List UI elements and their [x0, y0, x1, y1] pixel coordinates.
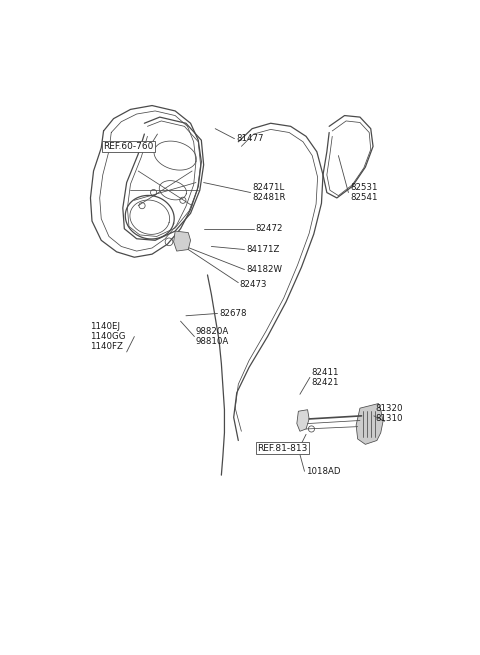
- Text: 84171Z: 84171Z: [246, 245, 279, 254]
- Text: 84182W: 84182W: [246, 265, 282, 274]
- Text: 98820A
98810A: 98820A 98810A: [196, 327, 229, 346]
- Text: REF.81-813: REF.81-813: [258, 443, 308, 453]
- Text: 82473: 82473: [240, 280, 267, 290]
- Text: 81320
81310: 81320 81310: [375, 404, 403, 423]
- Text: 82678: 82678: [219, 309, 247, 318]
- Text: 81477: 81477: [237, 134, 264, 143]
- Polygon shape: [297, 409, 309, 431]
- Text: REF.60-760: REF.60-760: [104, 142, 154, 151]
- Text: 82531
82541: 82531 82541: [350, 183, 377, 202]
- Text: 82471L
82481R: 82471L 82481R: [252, 183, 286, 202]
- Text: 1140EJ
1140GG
1140FZ: 1140EJ 1140GG 1140FZ: [90, 322, 126, 352]
- Polygon shape: [174, 231, 191, 251]
- Text: 82472: 82472: [255, 224, 283, 233]
- Polygon shape: [356, 403, 383, 444]
- Text: 1018AD: 1018AD: [306, 467, 341, 476]
- Text: 82411
82421: 82411 82421: [312, 367, 339, 387]
